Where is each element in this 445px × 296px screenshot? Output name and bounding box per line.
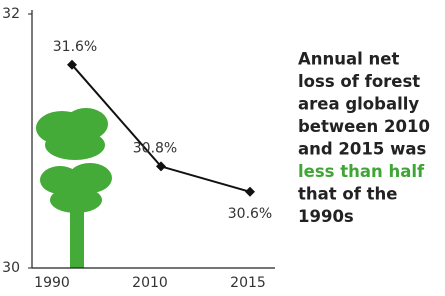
annotation-line: that of the <box>298 185 397 204</box>
data-label: 30.6% <box>228 206 272 222</box>
y-tick-label: 30 <box>2 260 20 276</box>
data-label: 31.6% <box>53 39 97 55</box>
tree-illustration <box>36 108 112 268</box>
annotation-line: and 2015 was <box>298 140 426 159</box>
annotation-line: between 2010 <box>298 117 430 136</box>
annotation-line: area globally <box>298 95 419 114</box>
annotation-line: Annual net <box>298 50 399 69</box>
annotation-line: 1990s <box>298 207 354 226</box>
chart: 30 32 1990 2010 2015 31.6% 30.8% 30.6% Annual ne… <box>0 0 445 296</box>
x-tick-label: 2015 <box>230 275 266 291</box>
annotation-line: loss of forest <box>298 72 420 91</box>
page: 30 32 1990 2010 2015 31.6% 30.8% 30.6% Annual ne… <box>0 0 445 296</box>
annotation-line: less than half <box>298 162 425 181</box>
x-tick-label: 1990 <box>34 275 70 291</box>
x-tick-label: 2010 <box>132 275 168 291</box>
data-label: 30.8% <box>133 140 177 156</box>
point-marker <box>245 187 255 197</box>
y-tick-label: 32 <box>2 6 20 22</box>
